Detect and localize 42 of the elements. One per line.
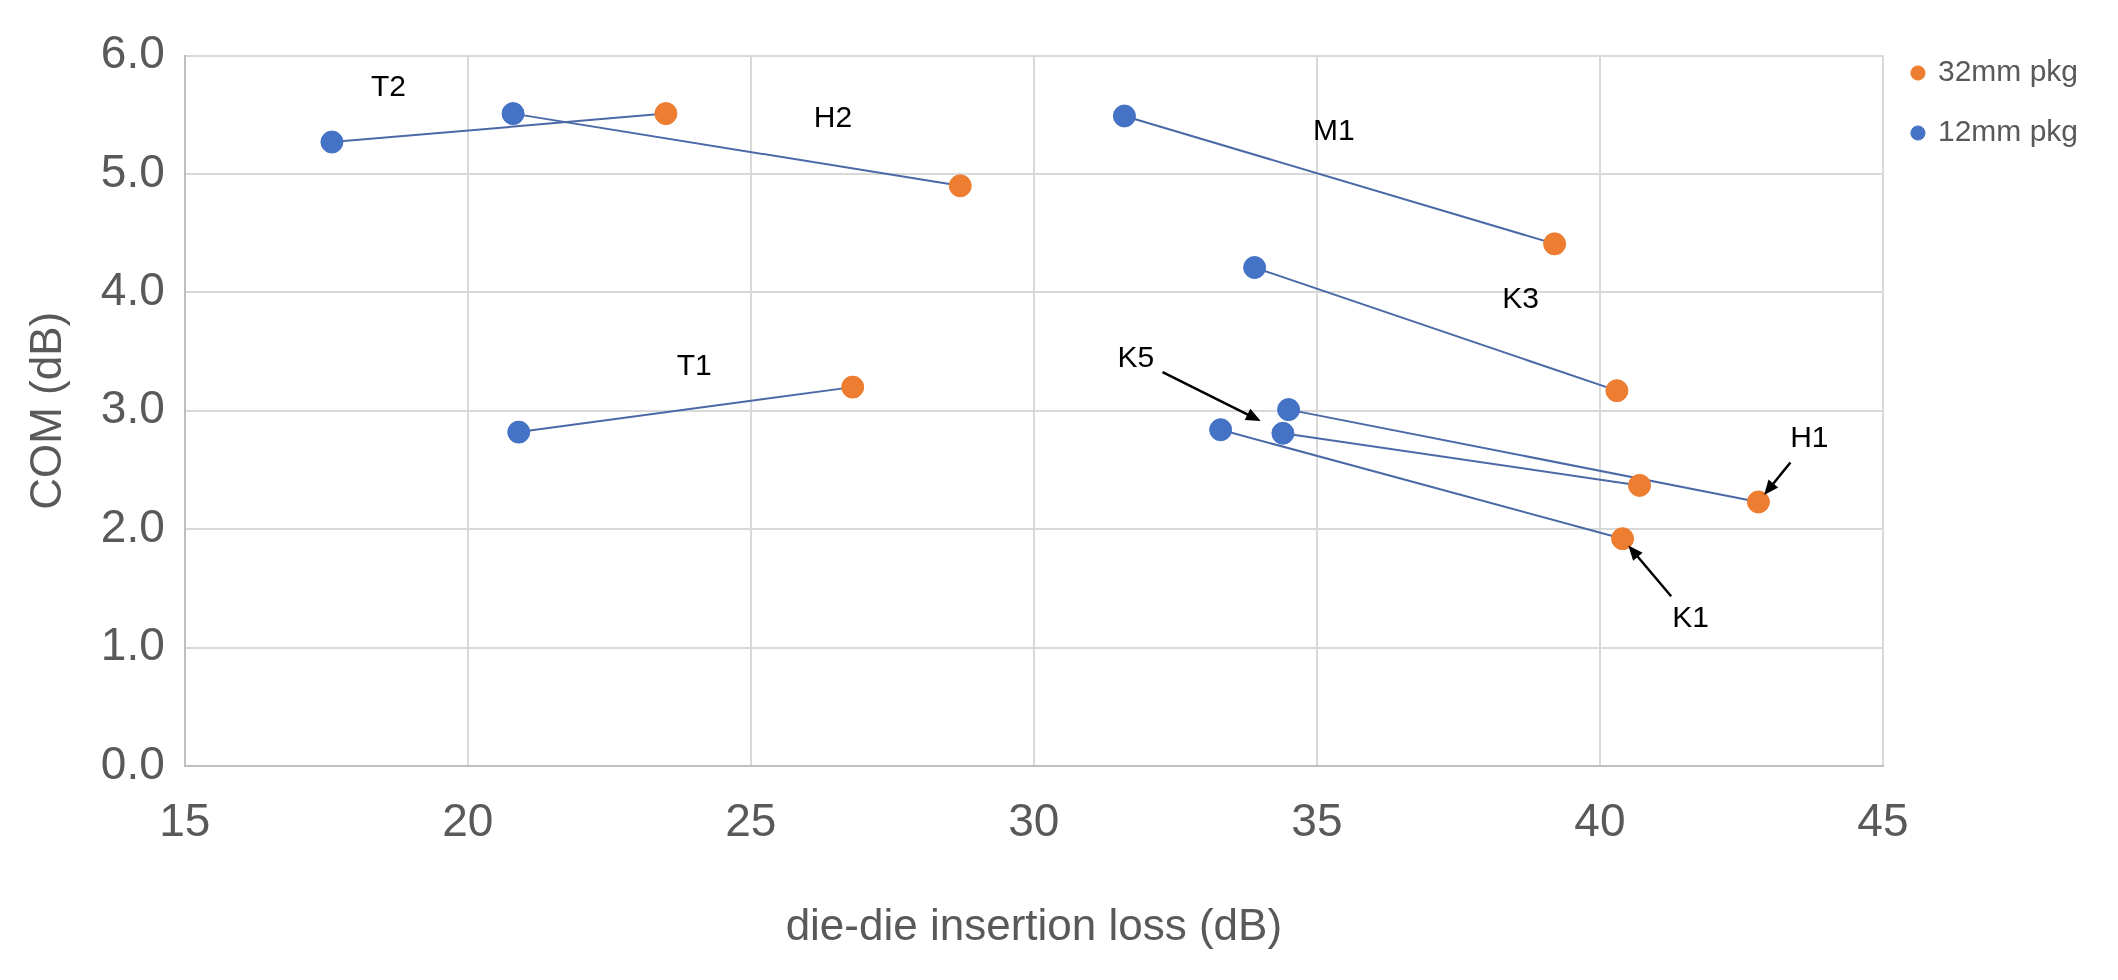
point: [320, 130, 344, 154]
annotation: H1: [1790, 420, 1829, 454]
point: [1543, 232, 1567, 256]
y-tick-label: 2.0: [100, 499, 165, 552]
x-tick-label: 15: [159, 794, 211, 847]
point: [1271, 421, 1295, 445]
y-tick-label: 3.0: [100, 381, 165, 434]
point: [1243, 256, 1267, 280]
y-axis-title: COM (dB): [20, 311, 70, 510]
y-tick-label: 0.0: [100, 736, 165, 789]
annotation: K1: [1672, 600, 1709, 634]
point: [948, 174, 972, 198]
point: [1112, 104, 1136, 128]
point: [1209, 418, 1233, 442]
y-tick-label: 4.0: [100, 263, 165, 316]
point: [1746, 490, 1770, 514]
x-tick-label: 35: [1291, 794, 1343, 847]
x-tick-label: 25: [725, 794, 777, 847]
x-tick-label: 45: [1857, 794, 1909, 847]
x-tick-label: 20: [442, 794, 494, 847]
point: [1628, 473, 1652, 497]
annotation: M1: [1313, 112, 1355, 146]
point: [501, 102, 525, 126]
point: [654, 102, 678, 126]
point: [1277, 398, 1301, 422]
annotation: K3: [1502, 280, 1540, 314]
x-tick-label: 30: [1008, 794, 1060, 847]
y-tick-label: 1.0: [100, 618, 165, 671]
point: [841, 375, 865, 399]
legend-label: 12mm pkg: [1937, 114, 2079, 148]
annotation: H2: [813, 99, 853, 133]
point: [1605, 379, 1629, 403]
x-tick-label: 40: [1574, 794, 1626, 847]
y-tick-label: 6.0: [100, 26, 165, 79]
y-tick-label: 5.0: [100, 144, 165, 197]
point: [1611, 527, 1635, 551]
annotation: T2: [371, 68, 407, 102]
annotation: K5: [1117, 339, 1155, 373]
legend-label: 32mm pkg: [1937, 54, 2079, 88]
x-axis-title: die-die insertion loss (dB): [785, 899, 1283, 949]
point: [507, 420, 531, 444]
annotation: T1: [676, 348, 712, 382]
